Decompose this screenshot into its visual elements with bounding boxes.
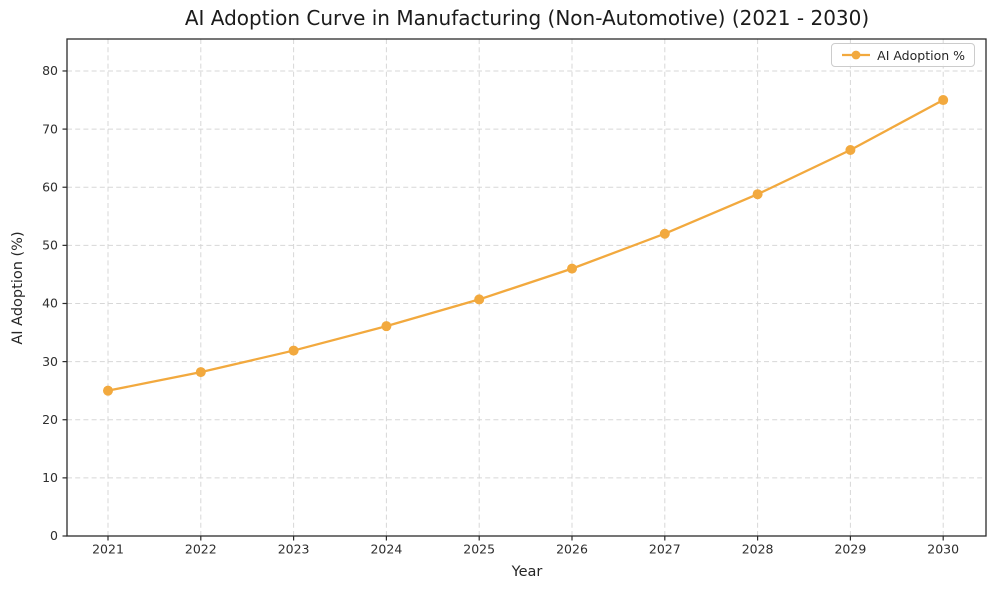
y-tick-label: 20 (42, 412, 58, 427)
x-axis-label: Year (511, 564, 543, 580)
x-tick-label: 2027 (649, 542, 681, 557)
x-tick-label: 2030 (927, 542, 959, 557)
x-tick-label: 2029 (834, 542, 866, 557)
chart-title: AI Adoption Curve in Manufacturing (Non-… (184, 6, 870, 30)
x-tick-label: 2028 (742, 542, 774, 557)
data-point-marker (103, 385, 113, 396)
x-tick-label: 2021 (92, 542, 124, 557)
data-point-marker (752, 189, 763, 200)
y-tick-label: 50 (42, 238, 58, 253)
data-point-marker (474, 294, 485, 305)
data-point-marker (567, 263, 577, 274)
data-point-marker (845, 145, 856, 156)
y-tick-label: 80 (42, 63, 58, 78)
x-tick-label: 2026 (556, 542, 588, 557)
y-tick-label: 70 (42, 121, 58, 136)
y-tick-label: 0 (50, 528, 58, 543)
x-tick-label: 2022 (185, 542, 217, 557)
y-tick-label: 60 (42, 179, 58, 194)
plot-border (66, 38, 987, 537)
data-point-marker (288, 345, 299, 356)
x-tick-label: 2023 (278, 542, 310, 557)
data-point-marker (195, 367, 206, 378)
y-tick-label: 30 (42, 354, 58, 369)
x-tick-label: 2025 (463, 542, 495, 557)
legend: AI Adoption % (831, 43, 975, 67)
legend-line-marker-icon (842, 50, 871, 60)
data-point-marker (938, 95, 949, 106)
series-line (106, 98, 945, 392)
y-tick-label: 10 (42, 470, 58, 485)
y-axis-label: AI Adoption (%) (10, 231, 26, 345)
data-point-marker (381, 321, 392, 332)
x-tick-label: 2024 (370, 542, 402, 557)
y-tick-label: 40 (42, 296, 58, 311)
data-point-marker (659, 228, 670, 239)
legend-label: AI Adoption % (877, 47, 965, 63)
